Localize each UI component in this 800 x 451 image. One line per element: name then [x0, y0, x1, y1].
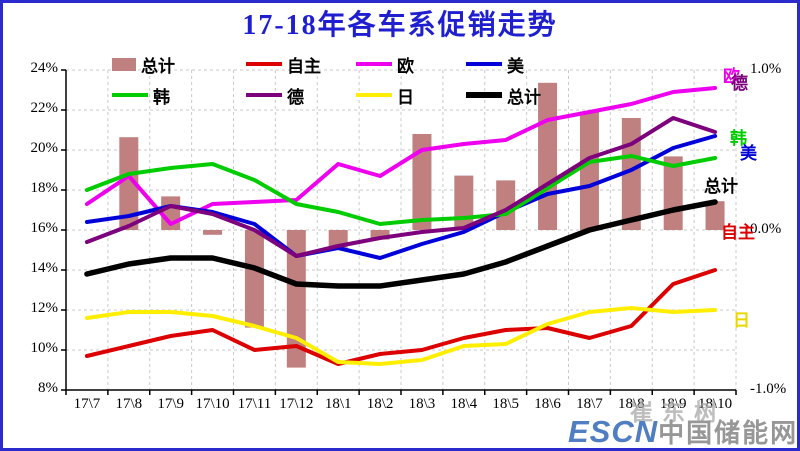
- y-left-tick-label: 14%: [30, 260, 59, 276]
- x-tick-label: 18\6: [534, 396, 561, 412]
- y-left-tick-label: 10%: [30, 340, 59, 356]
- x-tick-label: 17\12: [279, 396, 314, 412]
- legend-label: 总计: [141, 56, 175, 76]
- bar-total-4: [244, 230, 264, 328]
- legend-label: 韩: [153, 87, 170, 107]
- bar-total-5: [286, 230, 306, 368]
- bar-total-15: [705, 201, 725, 230]
- legend-swatch-总计: [112, 57, 136, 71]
- end-label-韩: 韩: [730, 129, 747, 148]
- y-left-tick-label: 16%: [30, 220, 59, 236]
- y-left-tick-label: 20%: [30, 140, 59, 156]
- bar-total-10: [496, 180, 516, 230]
- chart-title: 17-18年各车系促销走势: [242, 10, 558, 41]
- x-tick-label: 17\10: [195, 396, 230, 412]
- author-watermark: 崔东树: [630, 399, 726, 425]
- x-tick-label: 18\8: [617, 396, 645, 412]
- legend-swatch-欧: [356, 62, 392, 66]
- line-series-总计: [84, 199, 718, 289]
- legend-label: 欧: [397, 56, 414, 76]
- end-label-德: 德: [731, 74, 748, 93]
- bar-total-9: [454, 175, 474, 230]
- legend-swatch-韩: [112, 93, 148, 97]
- legend-label: 美: [507, 56, 524, 76]
- x-tick-label: 18\9: [659, 396, 687, 412]
- y-left-tick-label: 22%: [30, 100, 59, 116]
- end-label-总计: 总计: [704, 177, 738, 196]
- y-left-tick-label: 8%: [38, 380, 58, 396]
- legend-swatch-日: [356, 93, 392, 97]
- legend-item-德: 德: [246, 85, 304, 107]
- x-tick-label: 18\4: [450, 396, 478, 412]
- legend-label: 自主: [287, 56, 321, 76]
- x-tick-label: 17\8: [115, 396, 143, 412]
- x-tick-label: 17\9: [157, 396, 185, 412]
- legend-item-韩: 韩: [112, 85, 170, 107]
- bar-total-1: [119, 137, 139, 230]
- escn-logo-latin: ESCN: [568, 414, 659, 449]
- legend-item-自主: 自主: [246, 54, 321, 76]
- x-tick-label: 18\7: [576, 396, 603, 412]
- bar-total-12: [579, 111, 599, 230]
- y-right-tick-label: 0.0%: [750, 221, 782, 237]
- x-tick-label: 17\7: [73, 396, 101, 412]
- x-tick-label: 18\5: [492, 396, 520, 412]
- x-tick-label: 18\10: [697, 396, 733, 412]
- x-tick-label: 17\11: [237, 396, 272, 412]
- end-label-欧: 欧: [723, 67, 740, 86]
- x-tick-label: 18\1: [324, 396, 352, 412]
- legend-item-欧: 欧: [356, 54, 414, 76]
- y-right-tick-label: 1.0%: [750, 61, 782, 77]
- end-label-自主: 自主: [721, 223, 755, 242]
- legend-swatch-总计: [466, 92, 502, 98]
- y-left-tick-label: 18%: [30, 180, 59, 196]
- line-series-日: [84, 306, 718, 366]
- legend-item-总计: 总计: [466, 85, 541, 107]
- legend-swatch-自主: [246, 62, 282, 66]
- y-left-tick-label: 24%: [30, 60, 59, 76]
- line-series-韩: [84, 154, 718, 226]
- x-tick-label: 18\3: [408, 396, 436, 412]
- legend-item-日: 日: [356, 85, 414, 107]
- bar-total-8: [412, 134, 432, 230]
- legend-label: 德: [287, 87, 304, 107]
- y-right-tick-label: -1.0%: [750, 381, 787, 397]
- line-series-德: [84, 116, 718, 258]
- escn-logo: ESCN中国储能网: [568, 413, 798, 450]
- end-label-美: 美: [740, 144, 757, 163]
- legend-swatch-美: [466, 62, 502, 66]
- legend-item-总计: 总计: [112, 54, 175, 76]
- legend-item-美: 美: [466, 54, 524, 76]
- legend-label: 总计: [507, 87, 541, 107]
- escn-logo-chinese: 中国储能网: [658, 418, 799, 448]
- line-series-欧: [84, 86, 718, 226]
- line-series-自主: [84, 268, 718, 366]
- bar-total-7: [370, 230, 390, 240]
- y-left-tick-label: 12%: [30, 300, 59, 316]
- end-label-日: 日: [733, 311, 750, 330]
- bar-total-3: [203, 230, 223, 235]
- legend-swatch-德: [246, 93, 282, 97]
- legend-label: 日: [397, 87, 414, 107]
- x-tick-label: 18\2: [366, 396, 394, 412]
